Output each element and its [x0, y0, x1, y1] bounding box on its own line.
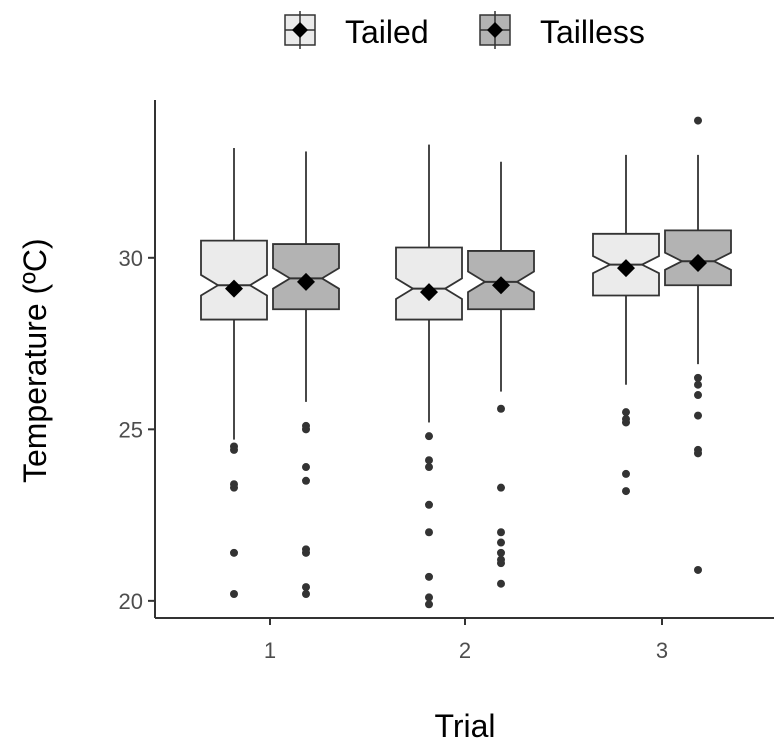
- outlier-point: [694, 411, 702, 420]
- mean-marker: [420, 283, 438, 302]
- y-tick-label: 20: [119, 589, 143, 614]
- outlier-point: [694, 380, 702, 389]
- outlier-point: [622, 418, 630, 427]
- outlier-point: [622, 487, 630, 496]
- outlier-point: [694, 391, 702, 400]
- box-tailed-trial-1: [200, 148, 268, 598]
- outlier-point: [302, 463, 310, 472]
- box-tailless-trial-1: [272, 151, 340, 598]
- y-tick-label: 30: [119, 246, 143, 271]
- outlier-point: [425, 463, 433, 472]
- outlier-point: [622, 408, 630, 417]
- y-tick-label: 25: [119, 417, 143, 442]
- x-tick-label: 2: [459, 638, 471, 663]
- legend-label: Tailed: [345, 14, 429, 50]
- outlier-point: [230, 589, 238, 598]
- box-tailless-trial-3: [664, 116, 732, 574]
- x-tick-label: 3: [656, 638, 668, 663]
- outlier-point: [425, 600, 433, 609]
- outlier-point: [302, 589, 310, 598]
- outlier-point: [425, 528, 433, 537]
- legend-key-mean: [487, 22, 503, 38]
- mean-marker: [492, 276, 510, 295]
- axes: 20 25 30 1 2 3: [119, 100, 774, 663]
- outlier-point: [497, 404, 505, 413]
- outlier-point: [694, 565, 702, 574]
- outlier-point: [622, 469, 630, 478]
- outlier-point: [497, 579, 505, 588]
- legend-key-mean: [292, 22, 308, 38]
- y-axis-title: Temperature (ºC): [17, 238, 53, 483]
- outlier-point: [694, 373, 702, 382]
- outlier-point: [497, 559, 505, 568]
- outlier-point: [425, 572, 433, 581]
- x-axis-title: Trial: [434, 708, 495, 744]
- outlier-point: [230, 483, 238, 492]
- series-tailed: [200, 144, 660, 609]
- outlier-point: [230, 548, 238, 557]
- outlier-point: [425, 432, 433, 441]
- y-ticks: 20 25 30: [119, 246, 155, 614]
- mean-marker: [617, 259, 635, 278]
- legend-label: Tailless: [540, 14, 645, 50]
- outlier-point: [497, 483, 505, 492]
- mean-marker: [689, 253, 707, 272]
- outlier-point: [230, 445, 238, 454]
- outlier-point: [497, 548, 505, 557]
- outlier-point: [497, 538, 505, 547]
- legend-item-tailed: Tailed: [284, 11, 429, 50]
- mean-marker: [225, 279, 243, 298]
- outlier-point: [497, 528, 505, 537]
- outlier-point: [694, 449, 702, 458]
- legend-item-tailless: Tailless: [479, 11, 645, 50]
- mean-marker: [297, 272, 315, 291]
- box-tailed-trial-2: [395, 144, 463, 609]
- outlier-point: [425, 500, 433, 509]
- box-tailless-trial-2: [467, 161, 535, 588]
- x-ticks: 1 2 3: [264, 618, 668, 663]
- outlier-point: [302, 548, 310, 557]
- plot-area: [200, 116, 732, 609]
- box-tailed-trial-3: [592, 154, 660, 496]
- outlier-point: [302, 425, 310, 434]
- outlier-point: [302, 476, 310, 485]
- outlier-point: [425, 593, 433, 602]
- outlier-point: [425, 456, 433, 465]
- outlier-point: [302, 583, 310, 592]
- outlier-point: [694, 116, 702, 125]
- x-tick-label: 1: [264, 638, 276, 663]
- legend: Tailed Tailless: [284, 11, 645, 50]
- series-tailless: [272, 116, 732, 598]
